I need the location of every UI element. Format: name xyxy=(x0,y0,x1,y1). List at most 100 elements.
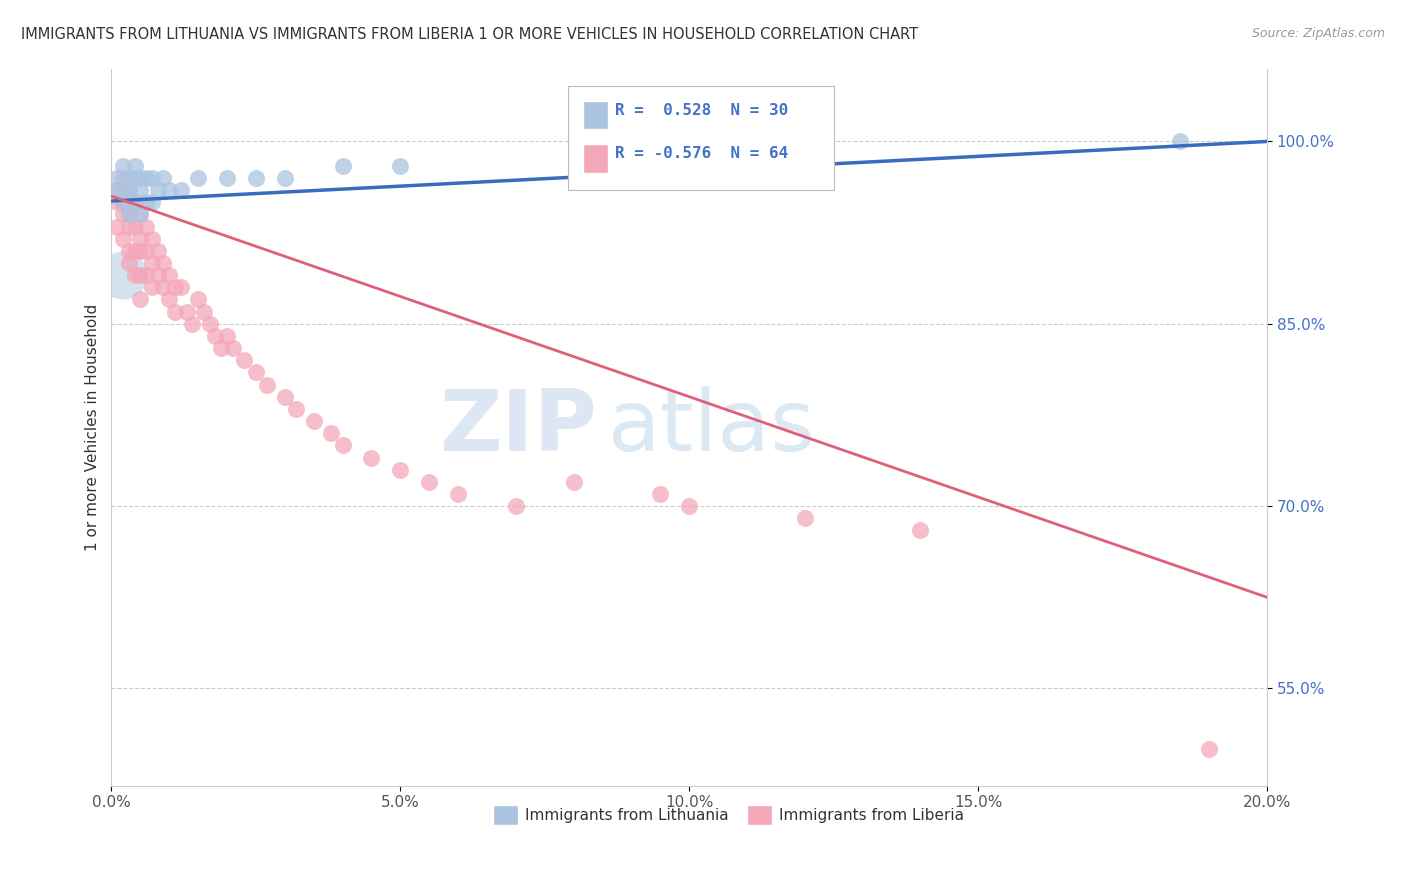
Text: IMMIGRANTS FROM LITHUANIA VS IMMIGRANTS FROM LIBERIA 1 OR MORE VEHICLES IN HOUSE: IMMIGRANTS FROM LITHUANIA VS IMMIGRANTS … xyxy=(21,27,918,42)
Point xyxy=(274,390,297,404)
Point xyxy=(198,317,221,331)
Text: R =  0.528  N = 30: R = 0.528 N = 30 xyxy=(616,103,789,118)
Point xyxy=(124,268,146,282)
Point xyxy=(118,183,141,197)
Point xyxy=(302,414,325,428)
Point xyxy=(129,183,152,197)
Point xyxy=(135,170,157,185)
Point xyxy=(204,329,226,343)
Point xyxy=(135,195,157,210)
Point xyxy=(111,195,134,210)
Point xyxy=(678,135,700,149)
Point xyxy=(124,244,146,258)
Point xyxy=(187,170,209,185)
Point xyxy=(118,244,141,258)
Point xyxy=(176,304,198,318)
Point xyxy=(193,304,215,318)
Point xyxy=(245,170,267,185)
Point xyxy=(233,353,256,368)
Point xyxy=(105,183,128,197)
Y-axis label: 1 or more Vehicles in Household: 1 or more Vehicles in Household xyxy=(86,303,100,550)
Point xyxy=(146,244,169,258)
Point xyxy=(129,244,152,258)
Point xyxy=(141,170,163,185)
Point xyxy=(135,268,157,282)
Point xyxy=(111,195,134,210)
Point xyxy=(141,232,163,246)
Point xyxy=(105,195,128,210)
Point xyxy=(152,256,174,270)
FancyBboxPatch shape xyxy=(583,144,609,172)
Point xyxy=(152,280,174,294)
Point xyxy=(170,280,193,294)
Point xyxy=(215,170,238,185)
Point xyxy=(105,183,128,197)
Point xyxy=(135,244,157,258)
Text: Immigrants from Liberia: Immigrants from Liberia xyxy=(779,807,965,822)
Point xyxy=(111,170,134,185)
Point xyxy=(163,304,186,318)
Point xyxy=(1198,742,1220,756)
Point xyxy=(129,268,152,282)
Point xyxy=(910,524,932,538)
Point xyxy=(111,268,134,282)
Point xyxy=(111,183,134,197)
Point xyxy=(129,293,152,307)
Point xyxy=(146,183,169,197)
Point xyxy=(389,159,412,173)
Text: Source: ZipAtlas.com: Source: ZipAtlas.com xyxy=(1251,27,1385,40)
Point xyxy=(124,170,146,185)
Point xyxy=(111,207,134,221)
Point xyxy=(285,401,308,416)
Point xyxy=(332,438,354,452)
Point xyxy=(129,207,152,221)
Point xyxy=(562,475,585,489)
Point xyxy=(118,207,141,221)
Point xyxy=(124,219,146,234)
Point xyxy=(129,232,152,246)
Point xyxy=(170,183,193,197)
Point xyxy=(389,463,412,477)
Point xyxy=(129,170,152,185)
Point xyxy=(124,195,146,210)
Point xyxy=(319,426,342,441)
Point xyxy=(187,293,209,307)
Text: Immigrants from Lithuania: Immigrants from Lithuania xyxy=(524,807,728,822)
Point xyxy=(105,170,128,185)
Point xyxy=(157,293,180,307)
Point xyxy=(141,195,163,210)
Point xyxy=(111,159,134,173)
Point xyxy=(360,450,382,465)
Point xyxy=(181,317,204,331)
Point xyxy=(118,170,141,185)
FancyBboxPatch shape xyxy=(492,805,519,825)
Text: atlas: atlas xyxy=(609,385,817,468)
Point xyxy=(650,487,672,501)
Point xyxy=(141,280,163,294)
Point xyxy=(1170,135,1192,149)
Point xyxy=(505,499,527,513)
Point xyxy=(209,341,232,355)
Point xyxy=(118,207,141,221)
Point xyxy=(157,183,180,197)
Point xyxy=(141,256,163,270)
Point xyxy=(215,329,238,343)
Point xyxy=(124,195,146,210)
Point xyxy=(118,219,141,234)
Point xyxy=(256,377,278,392)
Point xyxy=(447,487,470,501)
FancyBboxPatch shape xyxy=(747,805,772,825)
Point xyxy=(118,183,141,197)
Point xyxy=(105,219,128,234)
Point xyxy=(135,219,157,234)
Point xyxy=(163,280,186,294)
FancyBboxPatch shape xyxy=(568,87,834,190)
Point xyxy=(793,511,815,525)
Point xyxy=(124,159,146,173)
Point xyxy=(118,256,141,270)
Point xyxy=(129,207,152,221)
Point xyxy=(274,170,297,185)
FancyBboxPatch shape xyxy=(583,101,609,129)
Point xyxy=(678,499,700,513)
Point xyxy=(245,366,267,380)
